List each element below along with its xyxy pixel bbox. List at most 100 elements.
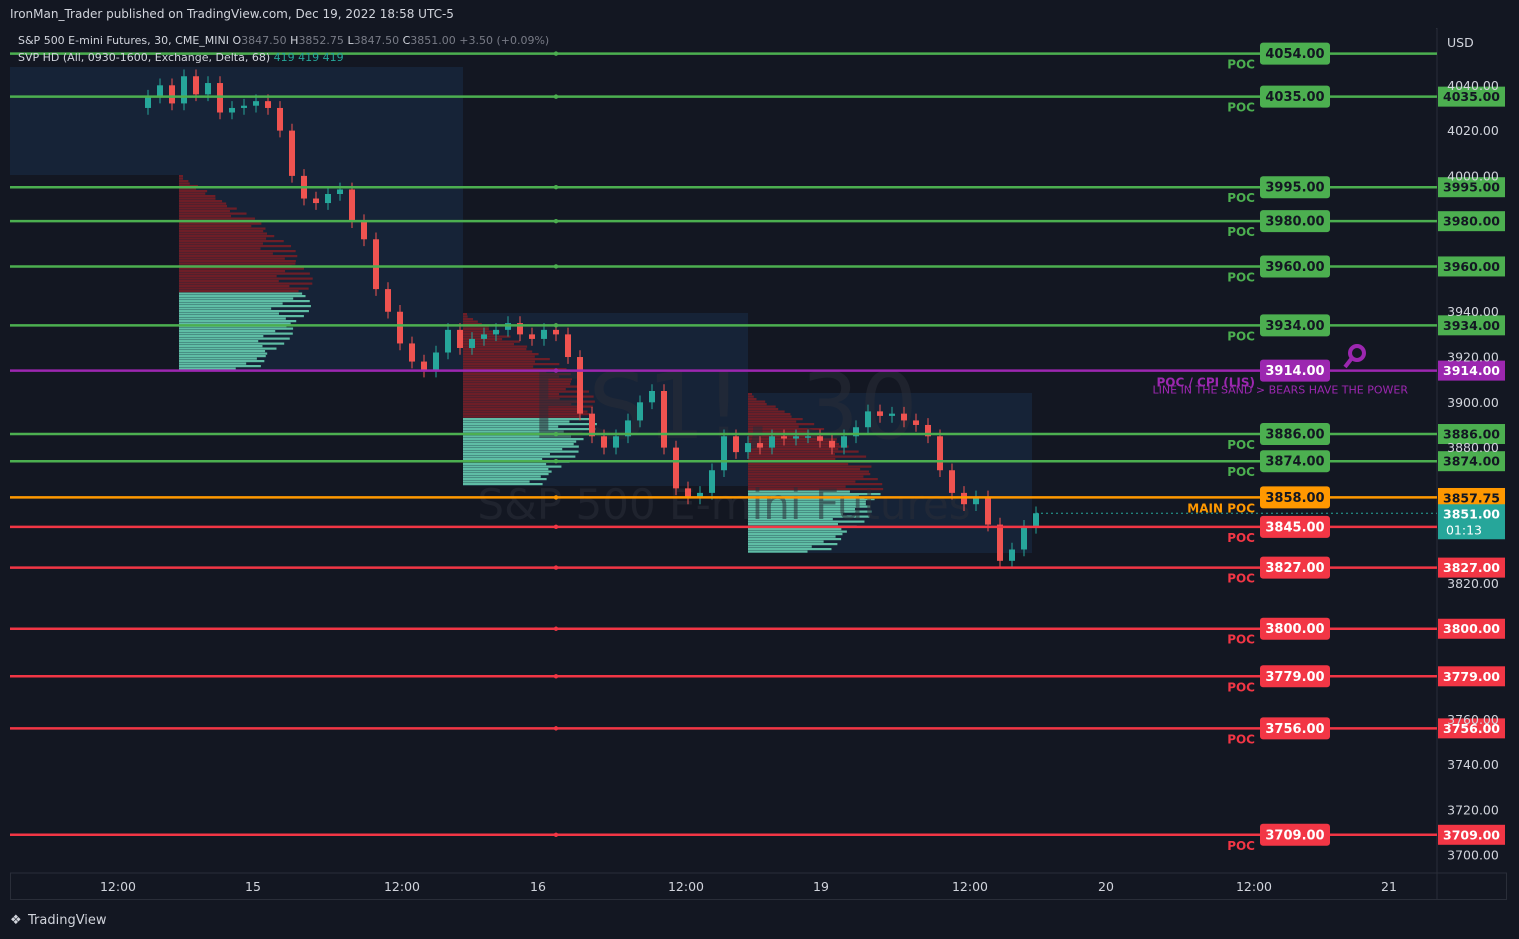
profile-row [463, 325, 489, 328]
profile-row [179, 345, 263, 348]
profile-row [463, 463, 547, 466]
level-price-label: 3800.00 [1265, 622, 1324, 637]
price-levels[interactable]: 4054.00 POC 4035.00 POC 3995.00 POC 3980.00 POC… [10, 42, 1437, 853]
candle-body [169, 85, 175, 104]
profile-row [748, 528, 842, 531]
time-tick-label: 20 [1098, 879, 1114, 894]
candle-body [385, 289, 391, 312]
level-anchor-dot [553, 264, 559, 269]
profile-row [463, 448, 563, 451]
close-value: 3851.00 [410, 34, 456, 47]
profile-row [463, 413, 590, 416]
axis-orange-label: 3857.75 [1443, 490, 1500, 505]
change-value: +3.50 (+0.09%) [459, 34, 550, 47]
candle-body [769, 436, 775, 448]
profile-row [179, 202, 227, 205]
candle-body [157, 85, 163, 97]
candle-body [337, 189, 343, 195]
profile-row [179, 275, 277, 278]
price-tick-label: 4020.00 [1447, 123, 1499, 138]
level-price-badge [1260, 556, 1330, 579]
level-tag: POC [1227, 329, 1255, 343]
axis-level-label: 3960.00 [1443, 259, 1500, 274]
level-tag: POC [1227, 732, 1255, 746]
profile-row [179, 285, 290, 288]
time-tick-label: 12:00 [1236, 879, 1272, 894]
profile-row [463, 418, 595, 421]
profile-row [179, 357, 257, 360]
level-tag: POC [1227, 191, 1255, 205]
profile-row [179, 327, 294, 330]
profile-row [748, 413, 791, 416]
symbol-legend[interactable]: S&P 500 E-mini Futures, 30, CME_MINI O38… [18, 34, 549, 47]
tradingview-brand[interactable]: ❖ TradingView [10, 913, 107, 928]
profile-row [179, 317, 286, 320]
time-tick-label: 12:00 [952, 879, 988, 894]
level-price-label: 3709.00 [1265, 828, 1324, 843]
level-price-label: 3858.00 [1265, 491, 1324, 506]
profile-row [748, 505, 871, 508]
price-tick-label: 3720.00 [1447, 802, 1499, 817]
profile-row [748, 520, 865, 523]
candle-body [325, 194, 331, 204]
level-price-label: 3914.00 [1265, 364, 1324, 379]
profile-row [179, 235, 275, 238]
profile-row [179, 287, 309, 290]
profile-row [463, 390, 589, 393]
close-label: C [402, 34, 411, 47]
time-tick-label: 19 [813, 879, 829, 894]
candle-body [673, 447, 679, 489]
profile-row [463, 343, 514, 346]
profile-row [179, 337, 290, 340]
profile-row [463, 383, 571, 386]
profile-row [179, 300, 310, 303]
level-price-badge [1260, 717, 1330, 740]
candle-body [241, 105, 247, 108]
axis-level-label: 3874.00 [1443, 454, 1500, 469]
low-label: L [347, 34, 354, 47]
candle-body [865, 411, 871, 428]
profile-row [748, 498, 875, 501]
profile-row [748, 440, 837, 443]
time-tick-label: 12:00 [384, 879, 420, 894]
profile-row [179, 365, 261, 368]
profile-row [748, 415, 792, 418]
level-tag: POC [1227, 101, 1255, 115]
profile-row [179, 245, 292, 248]
profile-row [748, 535, 836, 538]
candle-body [841, 436, 847, 448]
profile-row [748, 400, 766, 403]
profile-row [463, 403, 572, 406]
profile-row [748, 488, 884, 491]
profile-row [748, 518, 833, 521]
level-price-label: 3980.00 [1265, 215, 1324, 230]
level-price-badge [1260, 450, 1330, 473]
level-anchor-dot [553, 495, 559, 500]
profile-row [463, 450, 579, 453]
indicator-name: SVP HD (All, 0930-1600, Exchange, Delta,… [18, 51, 271, 64]
profile-row [463, 318, 474, 321]
indicator-value-1: 419 [273, 51, 295, 64]
profile-row [179, 175, 183, 178]
indicator-legend[interactable]: SVP HD (All, 0930-1600, Exchange, Delta,… [18, 51, 344, 64]
profile-row [179, 255, 298, 258]
candle-body [205, 83, 211, 95]
axis-level-badge [1438, 86, 1505, 107]
profile-row [748, 523, 838, 526]
symbol-name: S&P 500 E-mini Futures, 30, CME_MINI [18, 34, 229, 47]
time-tick-label: 12:00 [668, 879, 704, 894]
level-price-badge [1260, 665, 1330, 688]
profile-row [748, 470, 869, 473]
profile-row [179, 260, 296, 263]
profile-row [748, 465, 872, 468]
profile-row [748, 550, 808, 553]
profile-row [748, 450, 859, 453]
candle-body [397, 311, 403, 344]
key-icon-ring [1348, 344, 1366, 362]
axis-level-label: 3914.00 [1443, 363, 1500, 378]
level-price-badge [1260, 42, 1330, 65]
profile-row [748, 490, 850, 493]
candle-body [913, 420, 919, 425]
profile-row [179, 282, 313, 285]
